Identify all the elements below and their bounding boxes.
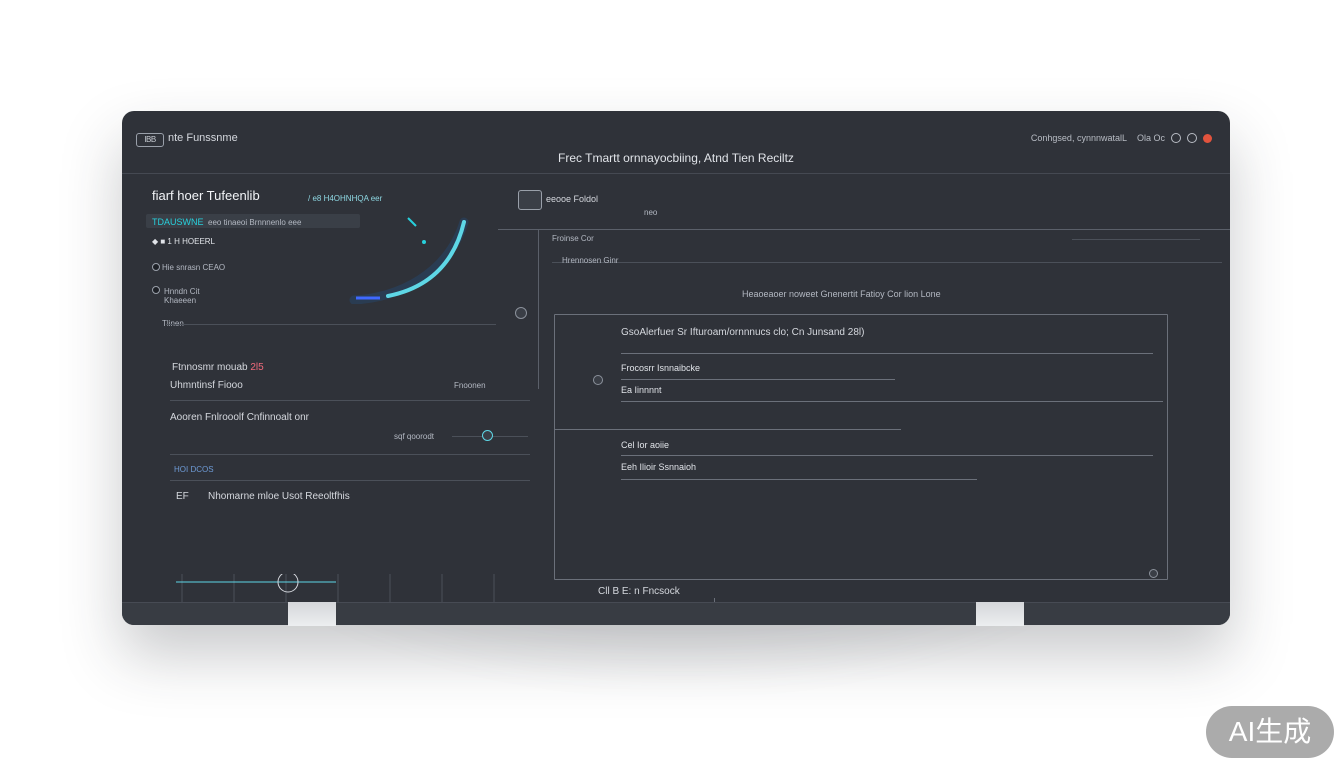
- section-heading: Ftnnosmr mouab 2l5: [172, 362, 264, 373]
- section-subtitle: Uhmntinsf Fiooo: [170, 380, 243, 391]
- settings-icon[interactable]: [1171, 133, 1181, 143]
- row-divider: [621, 479, 977, 480]
- chart-prefix: EF: [176, 491, 189, 502]
- divider: [166, 324, 496, 325]
- list-item[interactable]: Hie snrasn CEAO: [162, 263, 226, 272]
- list-item[interactable]: Tlinen: [162, 319, 184, 328]
- app-name: nte Funssnme: [168, 132, 238, 144]
- gauge-knob[interactable]: [515, 307, 527, 319]
- field-label: Froinse Cor: [552, 234, 594, 243]
- divider: [170, 400, 530, 401]
- stand-right: [976, 602, 1024, 626]
- section-right-label: Fnoonen: [454, 381, 486, 390]
- divider: [552, 262, 1222, 263]
- card-row[interactable]: Eeh Ilioir Ssnnaioh: [621, 462, 697, 472]
- panel-caption: Heaoeaoer noweet Gnenertit Fatioy Cor li…: [742, 289, 941, 299]
- list-item-sub: Khaeeen: [164, 296, 197, 305]
- details-card: GsoAlerfuer Sr Ifturoam/ornnnucs clo; Cn…: [554, 314, 1168, 580]
- row-divider: [621, 379, 895, 380]
- pane-divider: [538, 229, 539, 389]
- section-heading-2: Aooren Fnlrooolf Cnfinnoalt onr: [170, 412, 309, 423]
- row-divider: [555, 429, 901, 430]
- folder-icon[interactable]: [518, 190, 542, 210]
- ai-generated-badge: AI生成: [1206, 706, 1334, 758]
- stand-left: [288, 602, 336, 626]
- divider: [170, 480, 530, 481]
- config-text[interactable]: Ola Oc: [1136, 133, 1165, 143]
- panel-title: eeooe Foldol: [546, 194, 599, 204]
- section-accent: 2l5: [250, 362, 264, 373]
- tag-label: HOI DCOS: [174, 465, 214, 474]
- list-item[interactable]: ◆ ■ 1 H HOEERL: [152, 237, 215, 246]
- help-icon[interactable]: [1187, 133, 1197, 143]
- chart-marker[interactable]: [277, 574, 299, 593]
- right-panel: eeooe Foldol neo Froinse Cor Hrennosen G…: [500, 174, 1230, 625]
- status-sub: eeo tinaeoi Brnnnenlo eee: [208, 218, 302, 227]
- card-row[interactable]: Frocosrr Isnnaibcke: [621, 363, 701, 373]
- divider: [170, 454, 530, 455]
- left-panel: fiarf hoer Tufeenlib / e8 H4OHNHQA eer T…: [122, 174, 542, 625]
- row-divider: [621, 455, 1153, 456]
- corner-icon[interactable]: [1149, 569, 1158, 578]
- list-item[interactable]: Hnndn Cit: [164, 287, 200, 296]
- field-line: [1072, 239, 1200, 240]
- radio-icon[interactable]: [152, 286, 160, 294]
- titlebar-controls: Conhgsed, cynnnwatalL Ola Oc: [1031, 133, 1212, 143]
- connection-status: Conhgsed, cynnnwatalL: [1030, 133, 1127, 143]
- window-title: Frec Tmartt ornnayocbiing, Atnd Tien Rec…: [558, 151, 794, 165]
- section-sub-2: sqf qoorodt: [394, 432, 435, 441]
- divider: [500, 229, 1230, 230]
- title-bar: IBB nte Funssnme Frec Tmartt ornnayocbii…: [122, 111, 1230, 174]
- record-icon[interactable]: [1203, 133, 1212, 143]
- footer-label: Cll B E: n Fncsock: [598, 586, 680, 597]
- footer-bar: [122, 602, 1230, 625]
- card-title: GsoAlerfuer Sr Ifturoam/ornnnucs clo; Cn…: [621, 327, 865, 338]
- app-window: IBB nte Funssnme Frec Tmartt ornnayocbii…: [122, 111, 1230, 625]
- radio-icon[interactable]: [152, 263, 160, 271]
- slider-handle[interactable]: [482, 430, 493, 441]
- panel-sub: neo: [644, 208, 658, 217]
- field-label: Hrennosen Ginr: [562, 256, 619, 265]
- app-logo: IBB: [136, 133, 164, 147]
- status-pill: [146, 214, 360, 228]
- heading-meta: / e8 H4OHNHQA eer: [308, 194, 383, 203]
- card-row[interactable]: Cel Ior aoiie: [621, 440, 670, 450]
- chart-title: Nhomarne mloe Usot Reeoltfhis: [208, 491, 350, 502]
- gauge-arc: [349, 217, 469, 304]
- card-row[interactable]: Ea Iinnnnt: [621, 385, 662, 395]
- row-divider: [621, 401, 1163, 402]
- left-heading: fiarf hoer Tufeenlib: [152, 188, 260, 203]
- row-divider: [621, 353, 1153, 354]
- card-toggle-icon[interactable]: [593, 375, 603, 385]
- status-label: TDAUSWNE: [152, 217, 204, 227]
- section-title: Ftnnosmr mouab: [172, 362, 248, 373]
